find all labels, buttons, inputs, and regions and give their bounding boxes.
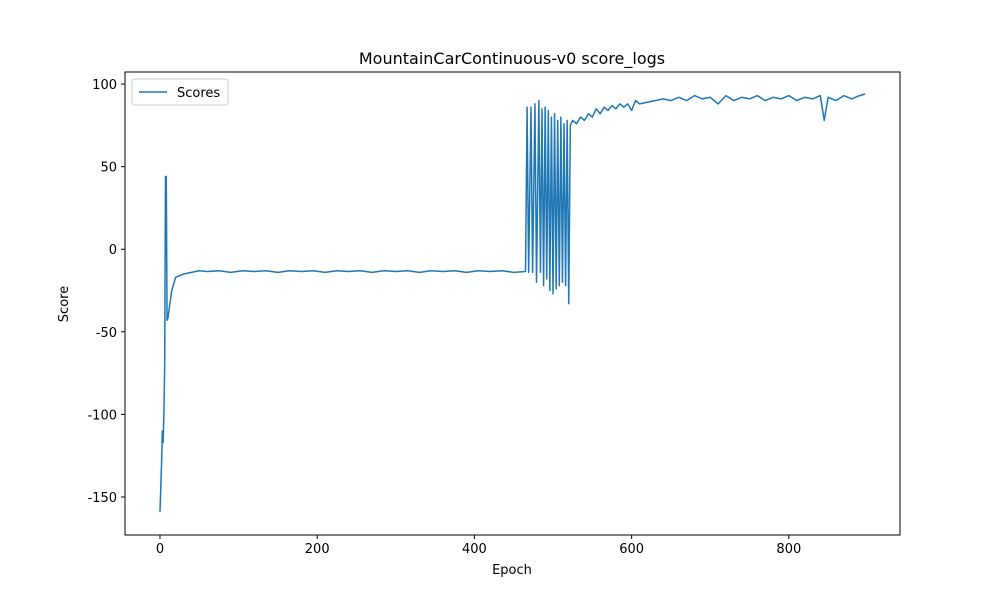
legend-label: Scores: [177, 86, 220, 101]
x-tick-label: 0: [156, 542, 164, 557]
x-tick-label: 200: [305, 542, 330, 557]
y-tick-label: 0: [109, 243, 117, 258]
y-tick-label: -150: [87, 491, 117, 506]
x-axis-label: Epoch: [492, 563, 532, 578]
x-tick-label: 800: [776, 542, 801, 557]
y-tick-label: -50: [96, 326, 117, 341]
x-tick-label: 600: [619, 542, 644, 557]
y-axis-label: Score: [57, 286, 72, 322]
plot-frame: [124, 71, 901, 536]
y-tick-label: -100: [87, 408, 117, 423]
x-tick-label: 400: [462, 542, 487, 557]
y-tick-label: 100: [92, 78, 117, 93]
line-series: [159, 93, 866, 512]
y-tick-label: 50: [100, 161, 117, 176]
legend-box: [131, 78, 229, 106]
chart-title: MountainCarContinuous-v0 score_logs: [359, 49, 665, 69]
